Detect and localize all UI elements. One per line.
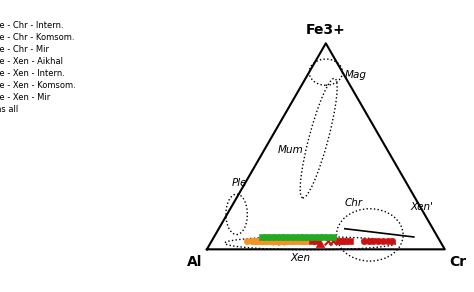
Point: [360, 239, 368, 244]
Point: [334, 239, 341, 244]
Text: Mag: Mag: [345, 69, 367, 79]
Point: [312, 239, 320, 244]
Point: [310, 235, 318, 239]
Point: [308, 239, 315, 244]
Point: [248, 239, 256, 244]
Point: [298, 239, 306, 244]
Point: [379, 239, 387, 244]
Point: [255, 239, 263, 244]
Point: [384, 239, 392, 244]
Point: [253, 239, 261, 244]
Point: [389, 239, 396, 244]
Point: [270, 239, 277, 244]
Text: Cr: Cr: [449, 255, 466, 269]
Point: [263, 235, 270, 239]
Point: [289, 239, 296, 244]
Point: [267, 239, 275, 244]
Text: Fe3+: Fe3+: [306, 23, 346, 37]
Point: [274, 239, 282, 244]
Point: [319, 235, 327, 239]
Point: [329, 239, 337, 244]
Legend: Core - Chr - Intern., Core - Chr - Komsom., Core - Chr - Mir, Core - Xen - Aikha: Core - Chr - Intern., Core - Chr - Komso…: [0, 21, 76, 114]
Text: Chr: Chr: [344, 198, 362, 208]
Point: [279, 239, 287, 244]
Point: [272, 239, 280, 244]
Point: [291, 235, 299, 239]
Text: Xen': Xen': [410, 202, 433, 212]
Point: [286, 239, 294, 244]
Point: [341, 239, 349, 244]
Text: Ple: Ple: [231, 178, 247, 188]
Point: [296, 235, 303, 239]
Point: [282, 239, 289, 244]
Point: [284, 239, 292, 244]
Point: [374, 239, 382, 244]
Point: [316, 241, 324, 246]
Point: [324, 239, 332, 244]
Point: [263, 239, 270, 244]
Point: [303, 239, 310, 244]
Point: [315, 235, 322, 239]
Point: [329, 235, 337, 239]
Point: [324, 235, 332, 239]
Text: Xen: Xen: [291, 253, 311, 263]
Point: [272, 235, 280, 239]
Point: [346, 239, 354, 244]
Point: [282, 235, 289, 239]
Point: [370, 239, 377, 244]
Text: Mum: Mum: [277, 145, 303, 155]
Point: [365, 239, 373, 244]
Point: [258, 235, 265, 239]
Point: [258, 239, 265, 244]
Point: [277, 239, 284, 244]
Point: [293, 239, 301, 244]
Text: Al: Al: [187, 255, 202, 269]
Point: [305, 235, 313, 239]
Point: [265, 239, 273, 244]
Point: [339, 239, 346, 244]
Point: [277, 235, 284, 239]
Point: [301, 239, 308, 244]
Point: [251, 239, 258, 244]
Point: [272, 239, 280, 244]
Point: [301, 235, 308, 239]
Point: [286, 235, 294, 239]
Point: [260, 239, 268, 244]
Point: [244, 239, 251, 244]
Point: [267, 235, 275, 239]
